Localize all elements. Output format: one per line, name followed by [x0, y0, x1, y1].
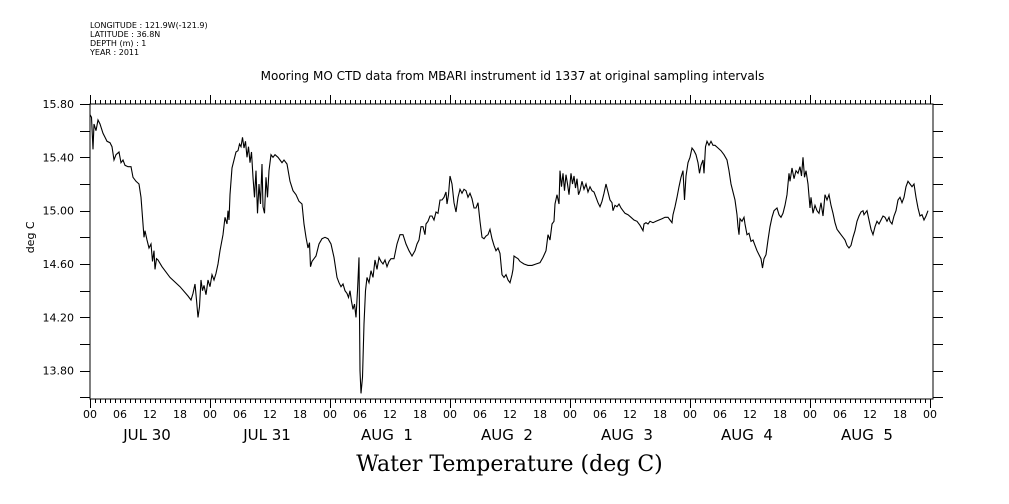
- y-tick-label: 15.00: [43, 205, 75, 218]
- x-tick-label: 18: [293, 408, 307, 421]
- x-day-label: AUG 1: [361, 426, 413, 444]
- x-tick-label: 18: [533, 408, 547, 421]
- x-day-label: AUG 2: [481, 426, 533, 444]
- x-tick-label: 00: [803, 408, 817, 421]
- x-tick-label: 00: [323, 408, 337, 421]
- x-tick-label: 12: [623, 408, 637, 421]
- x-tick-label: 00: [563, 408, 577, 421]
- chart-title: Mooring MO CTD data from MBARI instrumen…: [260, 69, 765, 83]
- x-tick-label: 00: [923, 408, 937, 421]
- x-tick-label: 00: [203, 408, 217, 421]
- x-day-label: JUL 30: [122, 426, 171, 444]
- plot-frame: [89, 103, 934, 400]
- x-tick-label: 00: [443, 408, 457, 421]
- x-tick-label: 06: [473, 408, 487, 421]
- year-label: YEAR : 2011: [90, 48, 140, 57]
- series-line-water-temperature: [89, 114, 929, 394]
- y-tick-label: 15.40: [43, 151, 75, 164]
- x-tick-label: 12: [263, 408, 277, 421]
- x-day-label: JUL 31: [242, 426, 291, 444]
- y-tick-label: 14.60: [43, 258, 75, 271]
- x-tick-label: 12: [383, 408, 397, 421]
- x-day-label: AUG 4: [721, 426, 773, 444]
- y-tick-label: 15.80: [43, 98, 75, 111]
- y-tick-label: 14.20: [43, 311, 75, 324]
- y-tick-label: 13.80: [43, 365, 75, 378]
- x-tick-label: 06: [353, 408, 367, 421]
- plot-border: [89, 103, 934, 400]
- y-axis-label: deg C: [24, 221, 37, 253]
- longitude-label: LONGITUDE : 121.9W(-121.9): [90, 21, 208, 30]
- x-tick-label: 00: [83, 408, 97, 421]
- series-group: [89, 114, 929, 394]
- x-tick-label: 06: [113, 408, 127, 421]
- y-axis-ticks: 15.80 15.40 15.00 14.60 14.20 13.80: [43, 98, 943, 398]
- x-tick-label: 12: [143, 408, 157, 421]
- x-tick-label: 06: [833, 408, 847, 421]
- x-tick-label: 06: [713, 408, 727, 421]
- x-tick-label: 06: [593, 408, 607, 421]
- x-day-label: AUG 3: [601, 426, 653, 444]
- latitude-label: LATITUDE : 36.8N: [90, 30, 161, 39]
- x-tick-label: 18: [893, 408, 907, 421]
- x-tick-label: 00: [683, 408, 697, 421]
- x-tick-label: 12: [503, 408, 517, 421]
- x-axis-label: Water Temperature (deg C): [356, 452, 663, 477]
- x-tick-label: 12: [743, 408, 757, 421]
- metadata-block: LONGITUDE : 121.9W(-121.9) LATITUDE : 36…: [90, 21, 208, 57]
- x-tick-label: 18: [653, 408, 667, 421]
- x-axis-ticks: 00 06 12 18 00 06 12 18 00 06 12 18 00 06 12 18 00 06 12 18…: [83, 95, 937, 444]
- depth-label: DEPTH (m) : 1: [90, 39, 147, 48]
- x-tick-label: 18: [413, 408, 427, 421]
- x-day-label: AUG 5: [841, 426, 893, 444]
- x-tick-label: 12: [863, 408, 877, 421]
- x-tick-label: 18: [773, 408, 787, 421]
- x-tick-label: 06: [233, 408, 247, 421]
- x-tick-label: 18: [173, 408, 187, 421]
